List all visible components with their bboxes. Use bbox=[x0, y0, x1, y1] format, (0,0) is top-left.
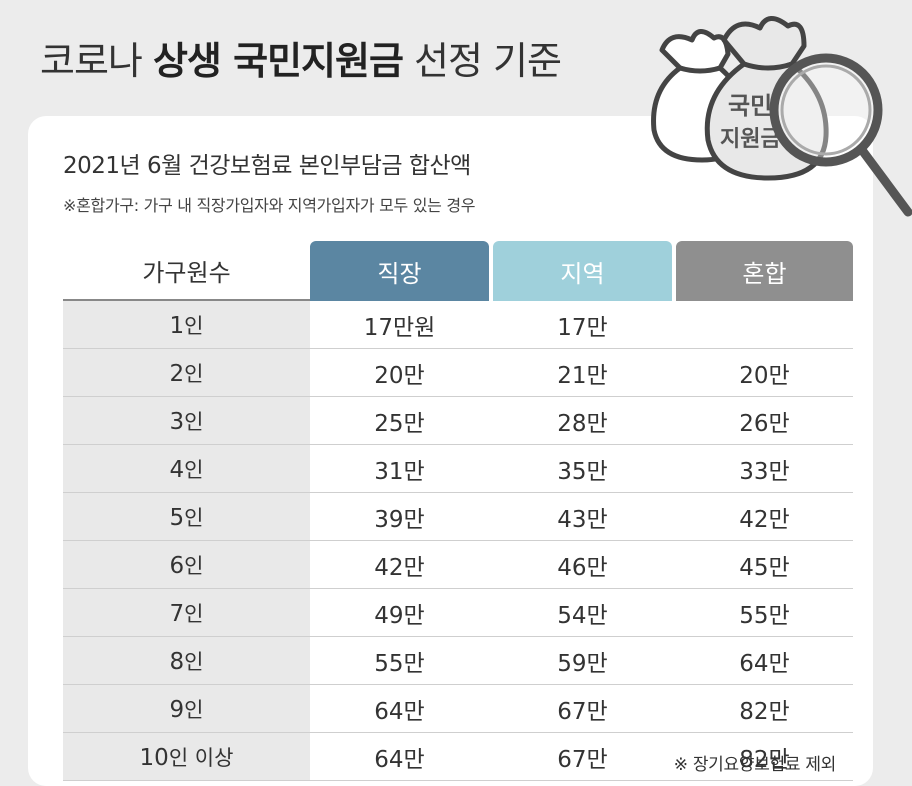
employee-value: 20만 bbox=[310, 349, 489, 397]
title-part2: 선정 기준 bbox=[402, 39, 562, 83]
household-count: 6 bbox=[169, 552, 185, 579]
table-subtitle: 2021년 6월 건강보험료 본인부담금 합산액 bbox=[63, 153, 471, 179]
table-row: 10인 이상 64만 67만 82만 bbox=[63, 733, 853, 781]
mixed-value: 45만 bbox=[676, 541, 853, 589]
household-unit: 인 bbox=[184, 697, 204, 722]
mixed-household-note: ※혼합가구: 가구 내 직장가입자와 지역가입자가 모두 있는 경우 bbox=[63, 196, 476, 215]
household-unit: 인 bbox=[184, 649, 204, 674]
table-body: 1인 17만원 17만 2인 20만 21만 20만 3인 25만 28만 26만 4인 31만 35만 3… bbox=[63, 301, 853, 781]
mixed-value: 33만 bbox=[676, 445, 853, 493]
row-household-size: 5인 bbox=[63, 493, 310, 541]
row-household-size: 1인 bbox=[63, 301, 310, 349]
table-row: 1인 17만원 17만 bbox=[63, 301, 853, 349]
regional-value: 28만 bbox=[493, 397, 672, 445]
mixed-value: 82만 bbox=[676, 685, 853, 733]
header-regional: 지역 bbox=[493, 241, 672, 301]
page-title: 코로나 상생 국민지원금 선정 기준 bbox=[40, 30, 562, 85]
household-unit: 인 이상 bbox=[168, 745, 234, 770]
household-count: 1 bbox=[169, 312, 185, 339]
regional-value: 21만 bbox=[493, 349, 672, 397]
employee-value: 49만 bbox=[310, 589, 489, 637]
money-bag-magnifier-icon: 국민 지원금 bbox=[651, 16, 912, 217]
household-unit: 인 bbox=[184, 505, 204, 530]
row-household-size: 4인 bbox=[63, 445, 310, 493]
regional-value: 67만 bbox=[493, 733, 672, 781]
mixed-value: 26만 bbox=[676, 397, 853, 445]
household-count: 10 bbox=[139, 744, 169, 771]
regional-value: 35만 bbox=[493, 445, 672, 493]
regional-value: 54만 bbox=[493, 589, 672, 637]
header-mixed: 혼합 bbox=[676, 241, 853, 301]
table-row: 2인 20만 21만 20만 bbox=[63, 349, 853, 397]
employee-value: 31만 bbox=[310, 445, 489, 493]
household-unit: 인 bbox=[184, 553, 204, 578]
mixed-value bbox=[676, 301, 853, 349]
title-bold: 상생 국민지원금 bbox=[152, 39, 404, 83]
household-count: 9 bbox=[169, 696, 185, 723]
mixed-value: 55만 bbox=[676, 589, 853, 637]
criteria-table: 가구원수 직장 지역 혼합 1인 17만원 17만 2인 20만 21만 20만 3인 25만 2… bbox=[63, 241, 853, 781]
regional-value: 43만 bbox=[493, 493, 672, 541]
household-count: 7 bbox=[169, 600, 185, 627]
footnote: ※ 장기요양보험료 제외 bbox=[673, 755, 837, 775]
illus-text-line1: 국민 bbox=[728, 92, 772, 120]
title-part1: 코로나 bbox=[40, 39, 153, 83]
employee-value: 64만 bbox=[310, 685, 489, 733]
household-count: 4 bbox=[169, 456, 185, 483]
household-count: 5 bbox=[169, 504, 185, 531]
illus-text-line2: 지원금 bbox=[720, 127, 781, 152]
table-row: 7인 49만 54만 55만 bbox=[63, 589, 853, 637]
employee-value: 55만 bbox=[310, 637, 489, 685]
employee-value: 25만 bbox=[310, 397, 489, 445]
mixed-value: 42만 bbox=[676, 493, 853, 541]
regional-value: 59만 bbox=[493, 637, 672, 685]
header-employee: 직장 bbox=[310, 241, 489, 301]
household-count: 3 bbox=[169, 408, 185, 435]
row-household-size: 9인 bbox=[63, 685, 310, 733]
table-row: 5인 39만 43만 42만 bbox=[63, 493, 853, 541]
household-unit: 인 bbox=[184, 409, 204, 434]
row-household-size: 3인 bbox=[63, 397, 310, 445]
household-unit: 인 bbox=[184, 313, 204, 338]
employee-value: 17만원 bbox=[310, 301, 489, 349]
household-count: 8 bbox=[169, 648, 185, 675]
household-count: 2 bbox=[169, 360, 185, 387]
mixed-value: 20만 bbox=[676, 349, 853, 397]
table-row: 3인 25만 28만 26만 bbox=[63, 397, 853, 445]
household-unit: 인 bbox=[184, 457, 204, 482]
employee-value: 64만 bbox=[310, 733, 489, 781]
row-household-size: 10인 이상 bbox=[63, 733, 310, 781]
row-household-size: 6인 bbox=[63, 541, 310, 589]
employee-value: 39만 bbox=[310, 493, 489, 541]
household-unit: 인 bbox=[184, 601, 204, 626]
household-unit: 인 bbox=[184, 361, 204, 386]
row-household-size: 7인 bbox=[63, 589, 310, 637]
row-household-size: 8인 bbox=[63, 637, 310, 685]
mixed-value: 64만 bbox=[676, 637, 853, 685]
regional-value: 67만 bbox=[493, 685, 672, 733]
table-row: 8인 55만 59만 64만 bbox=[63, 637, 853, 685]
regional-value: 46만 bbox=[493, 541, 672, 589]
regional-value: 17만 bbox=[493, 301, 672, 349]
header-household-size: 가구원수 bbox=[63, 241, 310, 301]
table-header-row: 가구원수 직장 지역 혼합 bbox=[63, 241, 853, 301]
employee-value: 42만 bbox=[310, 541, 489, 589]
row-household-size: 2인 bbox=[63, 349, 310, 397]
table-row: 9인 64만 67만 82만 bbox=[63, 685, 853, 733]
table-row: 4인 31만 35만 33만 bbox=[63, 445, 853, 493]
table-row: 6인 42만 46만 45만 bbox=[63, 541, 853, 589]
